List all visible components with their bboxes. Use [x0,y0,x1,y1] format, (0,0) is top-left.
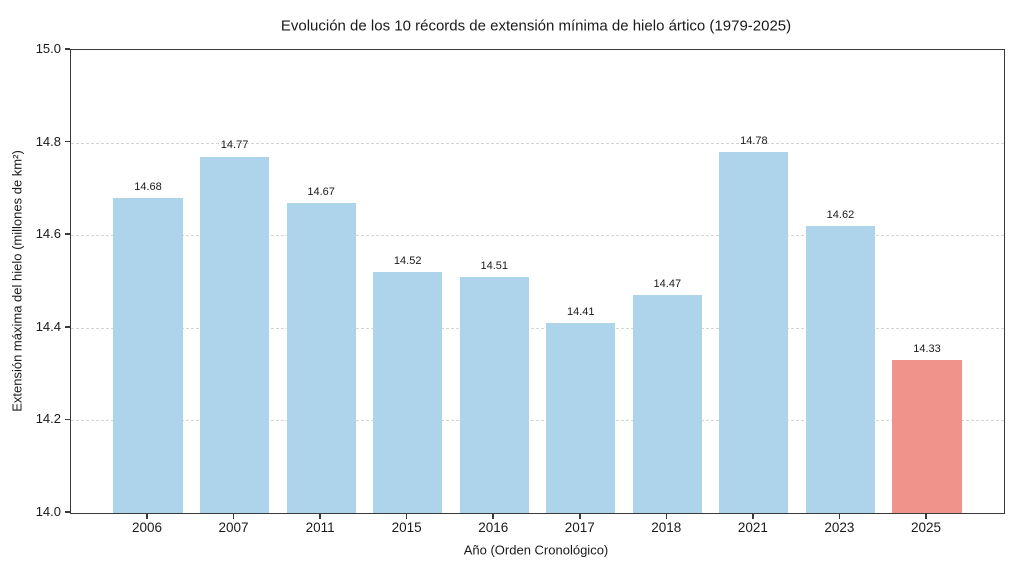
gridline [71,235,1004,237]
chart-title: Evolución de los 10 récords de extensión… [280,17,792,35]
bar-value-label: 14.52 [393,255,422,268]
x-tick-mark [405,513,408,519]
x-axis-title: Año (Orden Cronológico) [463,542,609,558]
bar [459,276,529,513]
gridline [71,142,1004,144]
y-tick-mark [65,326,70,328]
x-tick-label: 2007 [218,520,249,535]
y-tick-mark [65,511,70,513]
x-tick-label: 2011 [305,520,335,535]
x-tick-label: 2023 [824,520,855,535]
x-tick-label: 2018 [651,520,682,535]
x-tick-mark [665,513,668,519]
y-tick-label: 14.4 [35,318,61,334]
bar-value-label: 14.68 [134,181,162,194]
y-tick-mark [65,140,70,143]
y-tick-mark [65,418,70,421]
bar-value-label: 14.62 [826,208,855,221]
bar-value-label: 14.78 [740,134,768,147]
x-tick-label: 2021 [737,520,768,535]
bar-value-label: 14.51 [480,259,508,272]
bar-value-label: 14.47 [653,278,682,291]
x-tick-mark [579,513,581,519]
x-tick-mark [232,513,235,519]
plot-area: 14.68 14.77 14.67 14.52 14.51 14.41 14.47 14.78… [70,49,1005,514]
y-tick-label: 14.2 [35,411,61,427]
bar [805,225,876,513]
x-tick-label: 2017 [564,520,595,535]
y-tick-label: 14.8 [35,133,61,149]
y-tick-mark [65,48,70,50]
x-tick-label: 2015 [391,520,422,535]
y-tick-label: 14.6 [35,226,61,242]
x-tick-label: 2016 [478,520,509,535]
gridline [71,327,1004,329]
bar [546,323,616,513]
y-axis-title: Extensión máxima del hielo (millones de … [9,150,25,412]
x-tick-mark [146,513,148,519]
x-tick-mark [752,513,754,519]
bar-value-label: 14.33 [913,343,941,356]
x-tick-mark [838,513,841,519]
bar [373,272,443,513]
bar-value-label: 14.41 [567,306,595,319]
y-tick-mark [65,233,70,235]
y-tick-label: 14.0 [35,504,61,519]
bar-value-label: 14.67 [307,185,335,198]
gridline [71,420,1004,422]
bar [632,295,702,513]
bar [113,198,183,513]
bar-value-label: 14.77 [220,139,249,152]
y-tick-label: 15.0 [35,41,61,56]
x-tick-mark [492,513,494,519]
x-tick-label: 2025 [910,520,941,535]
x-tick-mark [319,513,321,519]
bar [199,156,270,513]
bar [286,202,356,513]
bar [719,151,789,513]
x-tick-mark [925,513,927,519]
bar [892,360,962,513]
x-tick-label: 2006 [131,520,163,535]
